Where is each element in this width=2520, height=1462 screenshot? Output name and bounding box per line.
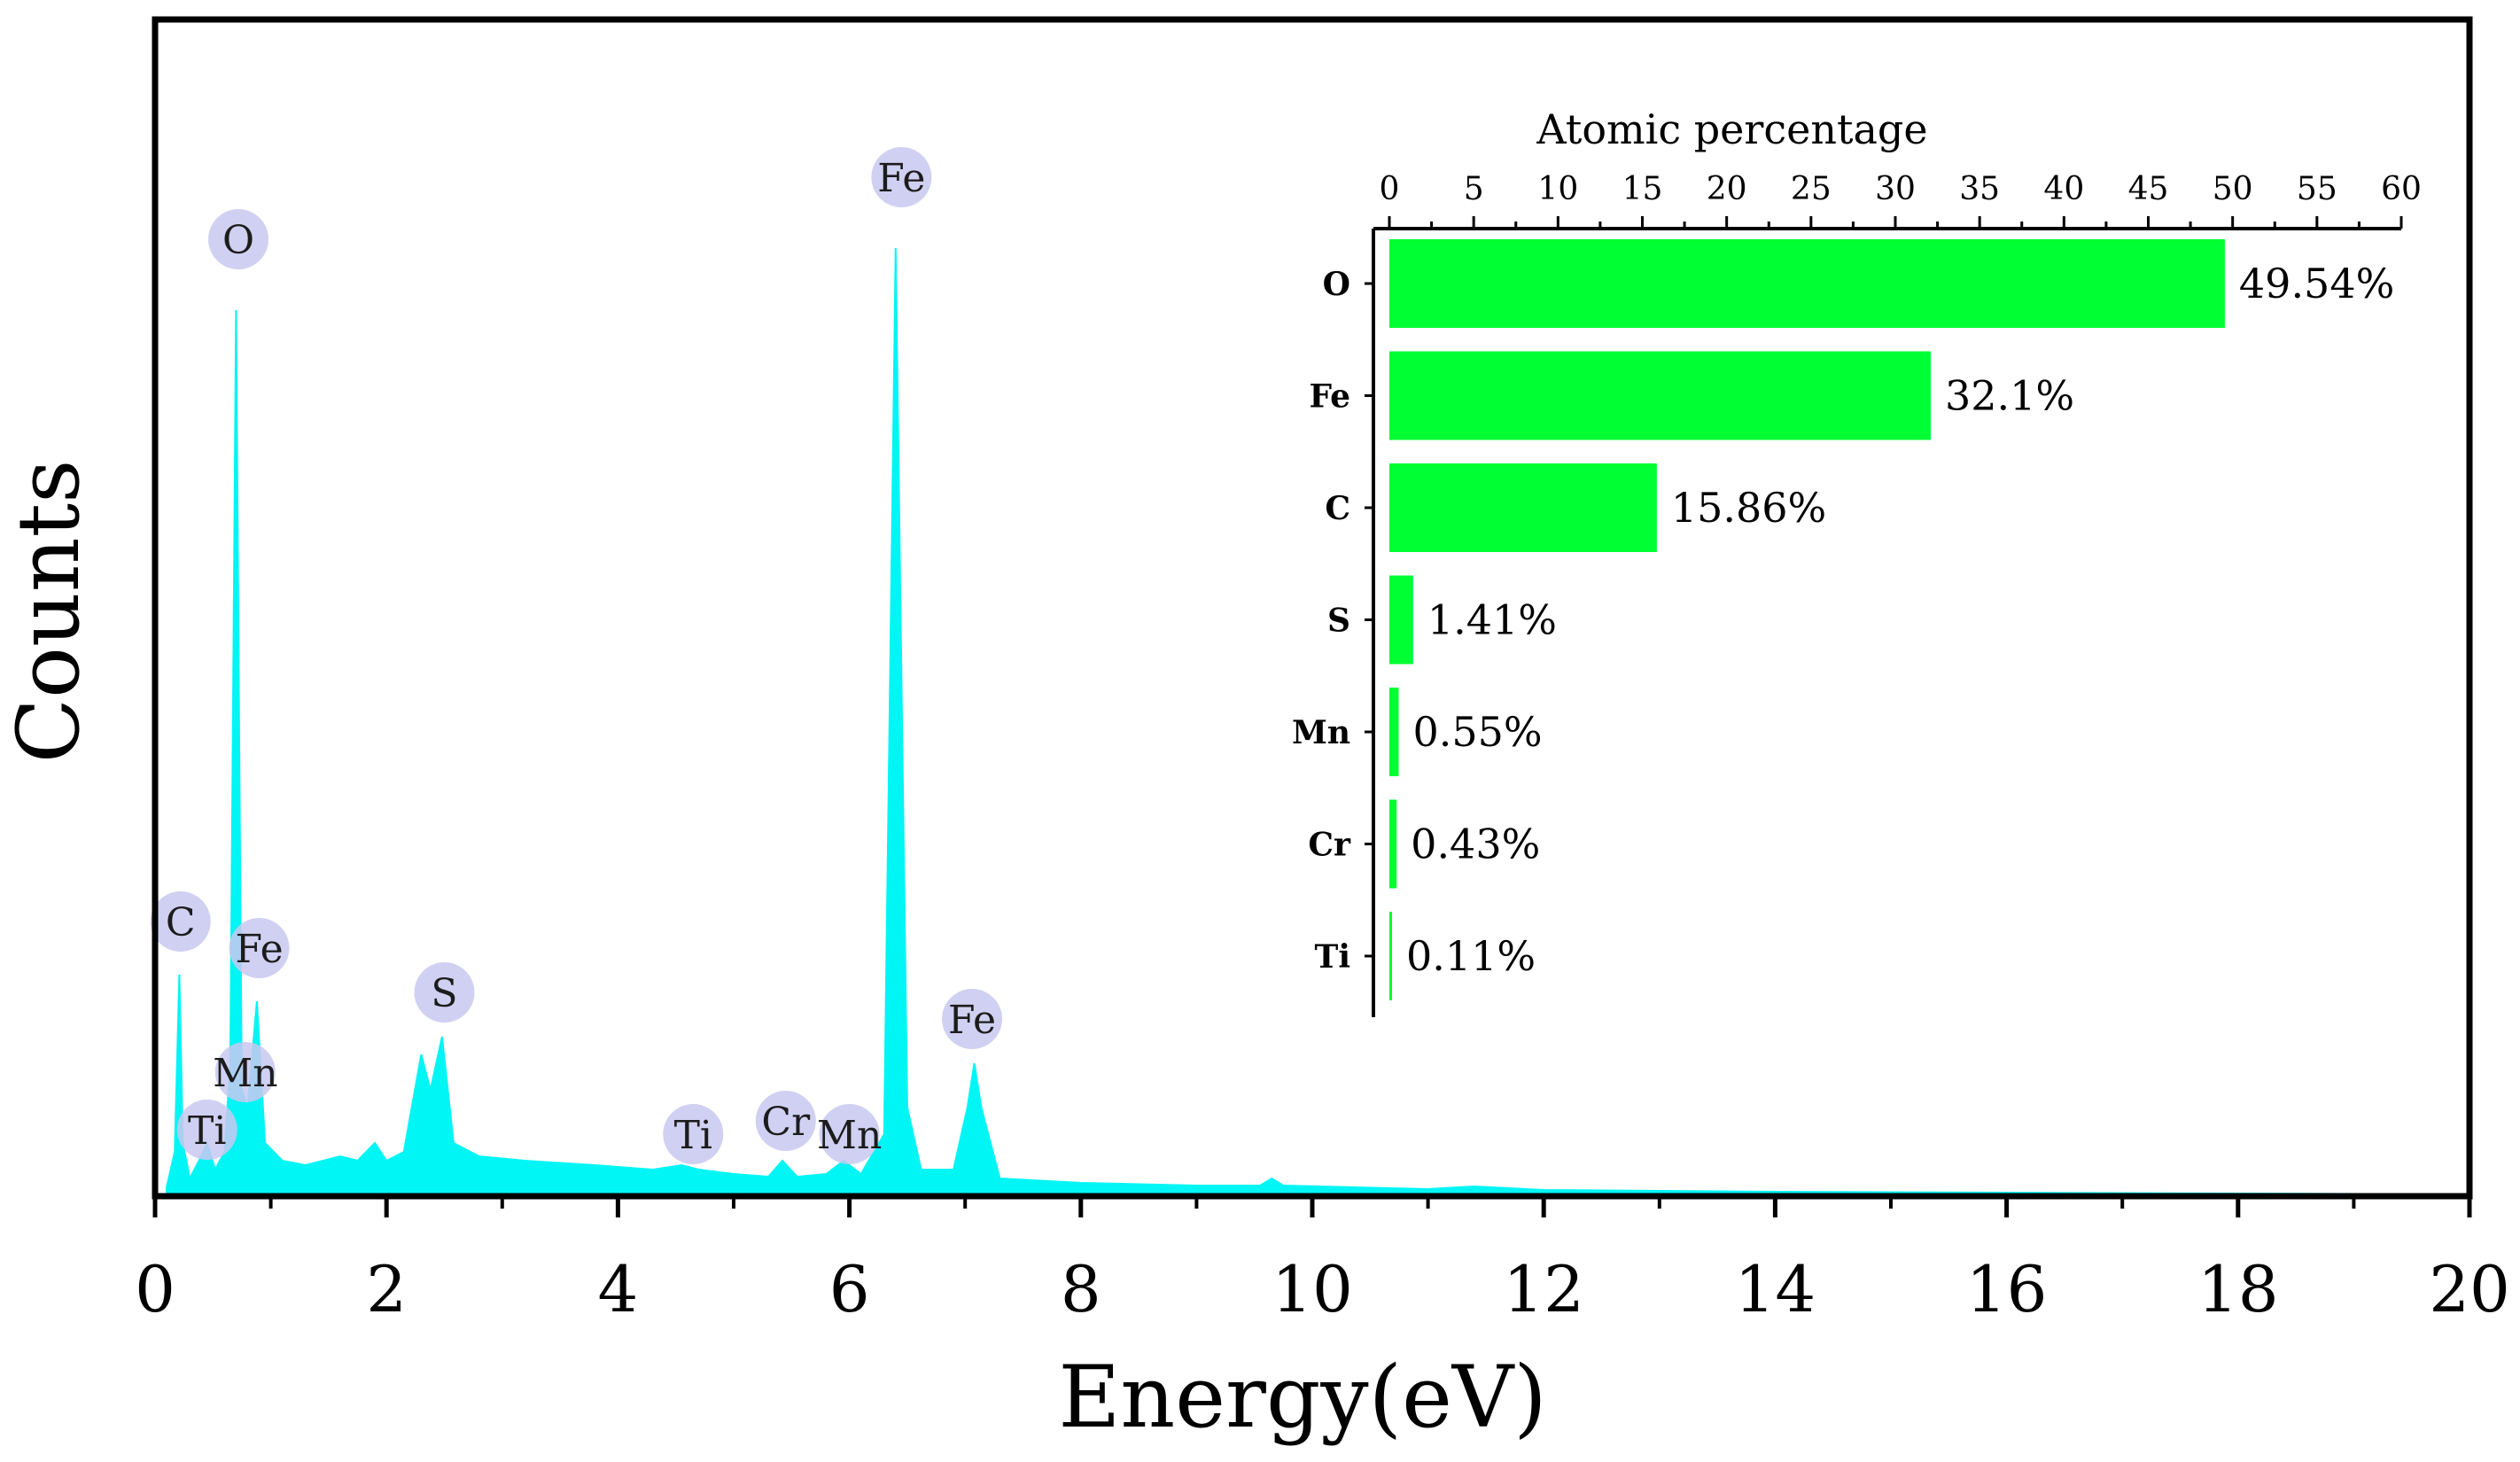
peak-label-circle (871, 147, 932, 207)
peak-label-text: C (166, 900, 196, 945)
inset-x-tick-label: 15 (1622, 171, 1663, 207)
spectrum-area (166, 247, 2470, 1197)
inset-x-tick-label: 50 (2213, 171, 2253, 207)
inset-bar-row-ti: Ti 0.11% (1315, 912, 1536, 1000)
inset-category-label: Ti (1315, 938, 1350, 976)
atomic-percentage-inset: Atomic percentage 0 5 10 15 20 25 30 35 40 45 50 55… (1292, 105, 2422, 1017)
inset-x-tick-label: 45 (2128, 171, 2169, 207)
inset-bars: O 49.54% Fe 32.1% C 15.86% S 1.41% Mn 0.55% Cr 0.43… (1292, 239, 2394, 1000)
inset-x-tick-label: 20 (1707, 171, 1747, 207)
peak-label-text: Fe (877, 156, 925, 201)
x-tick-label: 12 (1503, 1252, 1584, 1326)
inset-x-tick-label: 5 (1464, 171, 1484, 207)
x-axis-title: Energy(eV) (1058, 1348, 1546, 1447)
inset-bar-row-c: C 15.86% (1325, 463, 1826, 552)
x-tick-label: 20 (2429, 1252, 2510, 1326)
inset-bar (1389, 463, 1657, 552)
peak-label-text: Ti (674, 1113, 712, 1158)
peak-label-text: S (431, 971, 457, 1016)
peak-label-ti: Ti (176, 1100, 237, 1160)
peak-label-text: Ti (188, 1108, 226, 1154)
peak-label-text: O (222, 218, 254, 263)
peak-label-circle (208, 209, 269, 269)
peak-label-circle (150, 891, 211, 952)
x-axis-ticks: 0 2 4 6 8 10 12 14 16 18 20 (135, 1196, 2510, 1326)
inset-bar-row-o: O 49.54% (1323, 239, 2394, 328)
inset-category-label: Cr (1308, 827, 1351, 864)
peak-label-mn: Mn (213, 1042, 278, 1102)
peak-label-fe: Fe (871, 147, 932, 207)
peak-label-fe: Fe (229, 918, 290, 978)
peak-label-fe: Fe (942, 989, 1003, 1049)
peak-label-mn: Mn (817, 1104, 882, 1164)
inset-value-label: 1.41% (1427, 596, 1557, 644)
x-tick-label: 2 (366, 1252, 407, 1326)
peak-label-circle (414, 962, 475, 1023)
peak-label-circle (942, 989, 1003, 1049)
inset-category-label: C (1325, 490, 1350, 527)
inset-category-label: O (1323, 266, 1350, 303)
x-tick-label: 0 (135, 1252, 175, 1326)
peak-label-circle (819, 1104, 880, 1164)
y-axis-title: Counts (0, 460, 98, 764)
inset-bar-row-cr: Cr 0.43% (1308, 799, 1540, 889)
inset-x-tick-label: 10 (1537, 171, 1578, 207)
peak-label-text: Cr (761, 1100, 811, 1145)
peak-label-text: Fe (235, 927, 283, 972)
x-tick-label: 6 (829, 1252, 870, 1326)
inset-x-axis-ticks: 0 5 10 15 20 25 30 35 40 45 50 55 60 (1372, 171, 2422, 1017)
peak-label-circle (176, 1100, 237, 1160)
inset-value-label: 49.54% (2239, 260, 2394, 307)
peak-label-c: C (150, 891, 211, 952)
x-tick-label: 4 (597, 1252, 638, 1326)
peak-label-circle (229, 918, 290, 978)
inset-value-label: 0.55% (1412, 708, 1542, 756)
peak-label-text: Fe (948, 998, 996, 1043)
peak-label-circle (663, 1104, 724, 1164)
inset-x-tick-label: 25 (1791, 171, 1832, 207)
spectrum-series (166, 247, 2470, 1197)
inset-x-tick-label: 30 (1875, 171, 1916, 207)
inset-category-label: S (1327, 603, 1350, 640)
peak-label-circle (755, 1091, 816, 1151)
inset-value-label: 0.43% (1411, 820, 1540, 868)
peak-label-text: Mn (817, 1113, 882, 1158)
peak-label-text: Mn (213, 1051, 277, 1096)
x-tick-label: 8 (1061, 1252, 1101, 1326)
inset-bar-row-s: S 1.41% (1327, 575, 1557, 665)
peak-label-cr: Cr (755, 1091, 816, 1151)
inset-bar (1389, 239, 2225, 328)
inset-category-label: Fe (1310, 378, 1351, 416)
x-tick-label: 16 (1966, 1252, 2048, 1326)
inset-bar (1389, 575, 1413, 665)
inset-bar (1389, 688, 1399, 776)
peak-label-s: S (414, 962, 475, 1023)
x-tick-label: 10 (1272, 1252, 1353, 1326)
inset-x-tick-label: 0 (1380, 171, 1400, 207)
inset-bar (1389, 912, 1392, 1000)
inset-bar-row-mn: Mn 0.55% (1292, 688, 1543, 776)
inset-x-tick-label: 35 (1959, 171, 2000, 207)
inset-value-label: 32.1% (1945, 372, 2074, 420)
x-tick-label: 18 (2197, 1252, 2279, 1326)
peak-label-o: O (208, 209, 269, 269)
inset-x-tick-label: 40 (2043, 171, 2084, 207)
inset-title: Atomic percentage (1536, 105, 1927, 153)
inset-value-label: 15.86% (1671, 484, 1826, 532)
inset-category-label: Mn (1292, 714, 1350, 751)
inset-value-label: 0.11% (1406, 932, 1536, 980)
inset-x-tick-label: 55 (2297, 171, 2337, 207)
x-tick-label: 14 (1735, 1252, 1816, 1326)
inset-bar (1389, 351, 1931, 440)
peak-label-ti: Ti (663, 1104, 724, 1164)
inset-bar-row-fe: Fe 32.1% (1310, 351, 2074, 440)
inset-bar (1389, 799, 1397, 889)
peak-label-circle (214, 1042, 276, 1102)
inset-x-tick-label: 60 (2381, 171, 2422, 207)
